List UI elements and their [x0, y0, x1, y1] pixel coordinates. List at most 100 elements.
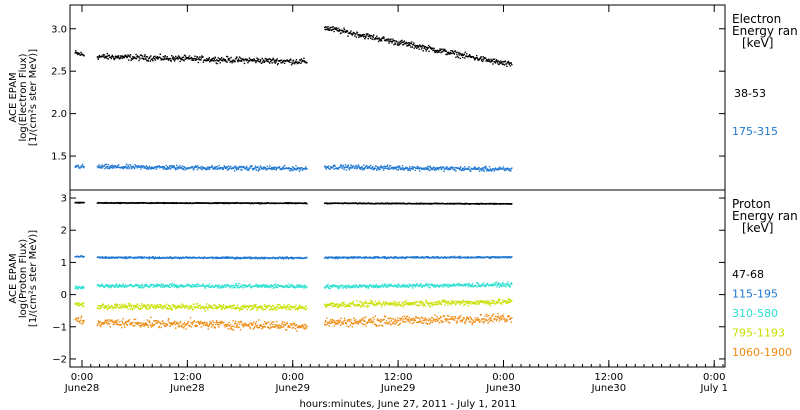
- data-point: [469, 302, 471, 304]
- data-point: [486, 282, 489, 285]
- data-point: [137, 306, 139, 308]
- data-point: [223, 304, 225, 306]
- data-point: [299, 304, 301, 306]
- data-point: [281, 168, 283, 170]
- data-point: [187, 306, 189, 308]
- data-point: [178, 166, 180, 168]
- data-point: [417, 301, 419, 303]
- data-point: [399, 42, 401, 44]
- data-point: [368, 286, 370, 288]
- data-point: [376, 285, 378, 287]
- data-point: [265, 168, 267, 170]
- data-point: [327, 167, 329, 169]
- data-point: [147, 285, 150, 287]
- data-point: [253, 303, 256, 306]
- data-point: [292, 285, 294, 287]
- data-point: [188, 307, 191, 309]
- data-point: [146, 168, 148, 170]
- data-point: [384, 167, 386, 169]
- data-point: [185, 304, 188, 307]
- data-point: [396, 44, 399, 46]
- data-point: [409, 303, 411, 305]
- data-point: [416, 167, 418, 170]
- data-point: [223, 286, 225, 288]
- data-point: [175, 55, 177, 58]
- y-axis-label-line: ACE EPAM: [8, 72, 19, 122]
- data-point: [155, 168, 158, 170]
- data-point: [233, 61, 235, 63]
- data-point: [116, 55, 118, 57]
- data-point: [334, 28, 337, 30]
- data-point: [217, 60, 219, 62]
- data-point: [133, 257, 136, 259]
- data-point: [503, 256, 505, 258]
- data-point: [173, 57, 175, 59]
- data-point: [166, 285, 168, 288]
- data-point: [416, 255, 418, 258]
- data-point: [231, 60, 234, 62]
- data-point: [351, 167, 354, 169]
- data-point: [161, 166, 163, 169]
- data-point: [490, 58, 492, 60]
- data-point: [140, 257, 142, 259]
- data-point: [225, 305, 227, 308]
- data-point: [234, 307, 237, 309]
- data-point: [334, 256, 337, 258]
- data-point: [159, 53, 161, 55]
- data-point: [244, 168, 246, 170]
- data-point: [216, 165, 218, 168]
- data-point: [369, 167, 371, 170]
- data-point: [142, 165, 145, 168]
- data-point: [243, 60, 245, 62]
- data-point: [194, 55, 196, 57]
- data-point: [248, 284, 251, 287]
- data-point: [188, 284, 191, 286]
- data-point: [353, 32, 356, 34]
- data-point: [217, 57, 219, 59]
- data-point: [328, 287, 330, 289]
- data-point: [383, 256, 385, 258]
- data-point: [236, 287, 239, 289]
- data-point: [405, 284, 408, 286]
- data-point: [359, 284, 361, 286]
- data-point: [378, 300, 380, 302]
- data-point: [397, 286, 399, 288]
- data-point: [251, 305, 253, 307]
- data-point: [461, 301, 463, 303]
- data-point: [199, 305, 202, 307]
- data-point: [511, 167, 513, 169]
- data-point: [389, 165, 392, 167]
- data-point: [175, 306, 178, 309]
- data-point: [356, 300, 358, 302]
- data-point: [367, 33, 369, 35]
- data-point: [495, 256, 497, 258]
- data-point: [204, 286, 206, 288]
- data-point: [183, 305, 185, 307]
- data-point: [267, 58, 269, 61]
- data-point: [448, 53, 450, 55]
- data-point: [495, 60, 497, 62]
- data-point: [234, 307, 236, 310]
- data-point: [187, 57, 189, 60]
- data-point: [74, 287, 76, 290]
- data-point: [434, 168, 436, 170]
- data-point: [289, 309, 292, 311]
- data-point: [153, 58, 156, 60]
- data-point: [207, 166, 209, 168]
- y-tick-label: 1.5: [51, 152, 67, 163]
- data-point: [501, 285, 504, 287]
- data-point: [346, 285, 348, 287]
- data-point: [179, 60, 181, 63]
- data-point: [221, 256, 223, 258]
- data-point: [325, 304, 327, 306]
- data-point: [491, 302, 494, 304]
- data-point: [493, 170, 496, 172]
- data-point: [81, 53, 84, 55]
- data-point: [386, 286, 389, 288]
- data-point: [252, 59, 255, 62]
- data-point: [402, 283, 405, 286]
- data-point: [330, 29, 333, 32]
- data-point: [488, 170, 490, 172]
- data-point: [281, 285, 283, 287]
- data-point: [287, 306, 290, 308]
